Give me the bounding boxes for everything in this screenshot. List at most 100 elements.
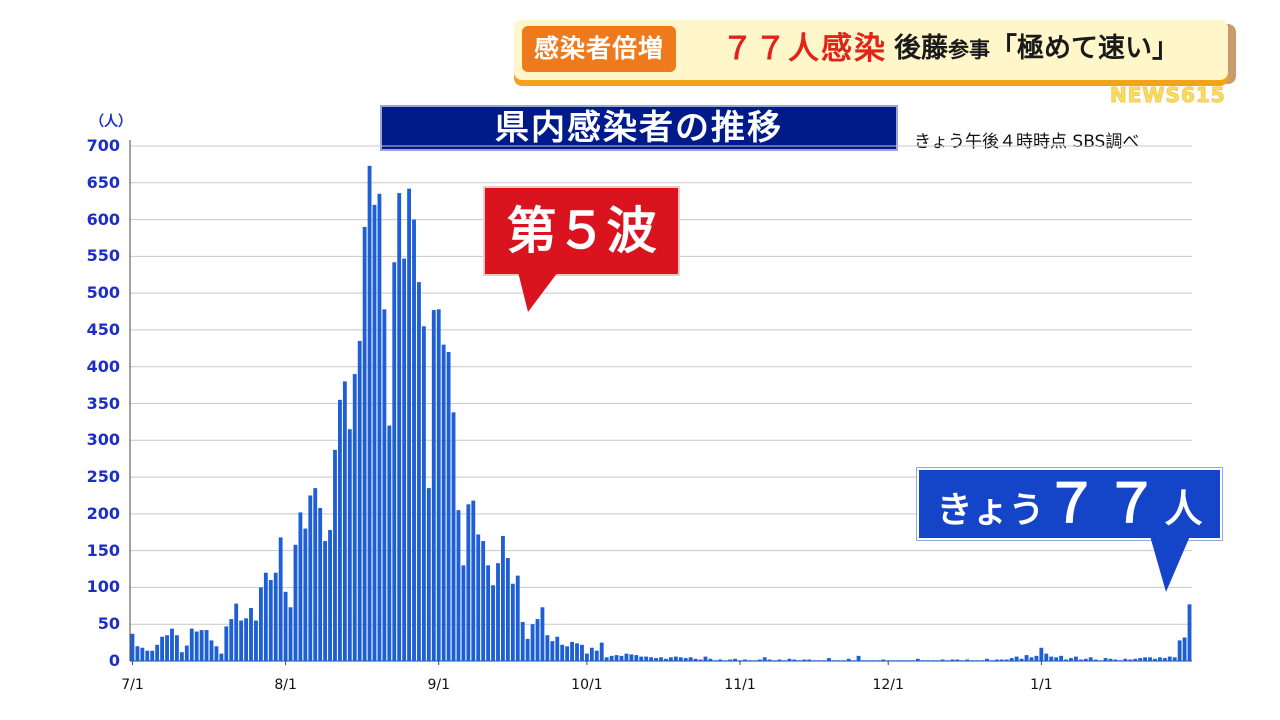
bar xyxy=(209,640,214,661)
bar xyxy=(634,655,639,661)
bar xyxy=(673,656,678,661)
bar xyxy=(1024,655,1029,661)
bar xyxy=(1064,659,1068,661)
bar xyxy=(792,659,797,661)
x-tick-label: 7/1 xyxy=(121,677,144,693)
bar xyxy=(817,660,821,661)
headline-banner: 感染者倍増 ７７人感染 後藤参事「極めて速い」 xyxy=(514,20,1228,80)
bar xyxy=(841,660,846,661)
bar xyxy=(481,541,486,661)
bar xyxy=(224,626,229,661)
y-tick-label: 150 xyxy=(86,540,120,560)
bar xyxy=(896,660,901,661)
bar xyxy=(733,658,738,661)
y-tick-label: 350 xyxy=(86,393,120,413)
bar xyxy=(994,659,999,661)
bar xyxy=(1059,655,1064,661)
bar xyxy=(920,660,925,661)
bar xyxy=(367,165,372,662)
bar xyxy=(204,630,209,661)
bar xyxy=(668,657,673,661)
bar xyxy=(580,644,584,661)
y-tick-label: 300 xyxy=(86,430,120,450)
bar xyxy=(145,650,150,661)
bar xyxy=(664,658,668,661)
bar xyxy=(170,628,174,661)
bar xyxy=(925,660,930,661)
bar xyxy=(505,558,510,661)
bar xyxy=(179,652,184,661)
y-tick-label: 450 xyxy=(86,319,120,339)
today-callout-pointer xyxy=(1150,536,1190,592)
bar xyxy=(970,660,975,661)
bar xyxy=(530,624,535,661)
bar xyxy=(861,660,866,661)
bar xyxy=(441,344,446,661)
bar xyxy=(570,641,575,661)
bar xyxy=(584,653,589,661)
channel-logo: NEWS615 xyxy=(1110,83,1226,108)
bar xyxy=(268,580,273,661)
bar xyxy=(402,258,407,661)
bar xyxy=(906,660,910,661)
bar xyxy=(1148,657,1152,661)
bar xyxy=(599,642,604,661)
bar xyxy=(782,660,787,661)
bar xyxy=(318,507,323,661)
bar xyxy=(777,659,782,661)
bar xyxy=(377,193,382,661)
bar xyxy=(609,655,614,661)
bar xyxy=(851,660,856,661)
bar xyxy=(283,591,288,661)
bar xyxy=(846,658,851,661)
bar xyxy=(683,658,688,661)
bar xyxy=(802,659,807,661)
x-tick-label: 1/1 xyxy=(1030,677,1053,693)
bar xyxy=(140,647,145,661)
bar xyxy=(466,504,471,661)
chart-title: 県内感染者の推移 xyxy=(380,105,898,151)
bar xyxy=(980,660,984,661)
headline-name: 後藤 xyxy=(894,33,948,64)
y-tick-label: 100 xyxy=(86,577,120,597)
bar xyxy=(535,619,540,661)
bar xyxy=(165,635,169,661)
bar xyxy=(915,658,920,661)
y-tick-label: 400 xyxy=(86,356,120,376)
bar xyxy=(738,660,742,661)
bar xyxy=(565,646,570,661)
bar xyxy=(629,654,634,661)
bar xyxy=(624,653,629,661)
bar xyxy=(1019,658,1024,661)
bar xyxy=(728,659,733,661)
bar xyxy=(417,282,421,661)
bar xyxy=(150,650,155,661)
bar xyxy=(189,628,194,661)
bar xyxy=(1138,658,1143,661)
bar xyxy=(476,534,481,661)
bar xyxy=(214,646,219,661)
bar xyxy=(1133,658,1138,661)
bar xyxy=(1153,658,1157,661)
bar xyxy=(703,656,708,661)
bar xyxy=(436,309,441,661)
headline-main: ７７人感染 xyxy=(722,31,887,67)
bar xyxy=(1009,658,1014,661)
source-note: きょう午後４時時点 SBS調べ xyxy=(914,132,1140,152)
x-tick-label: 10/1 xyxy=(571,677,603,693)
bar xyxy=(910,660,915,661)
y-tick-label: 600 xyxy=(86,209,120,229)
bar xyxy=(525,638,530,661)
bar xyxy=(822,660,826,661)
y-tick-label: 550 xyxy=(86,246,120,266)
bar xyxy=(288,607,293,661)
bar xyxy=(1157,657,1162,661)
bar xyxy=(515,575,520,661)
bar xyxy=(940,659,945,661)
bar xyxy=(1083,658,1088,661)
bar xyxy=(431,310,436,661)
bar xyxy=(338,399,342,661)
bar xyxy=(698,659,703,661)
bar xyxy=(229,619,234,661)
bar xyxy=(639,656,644,661)
